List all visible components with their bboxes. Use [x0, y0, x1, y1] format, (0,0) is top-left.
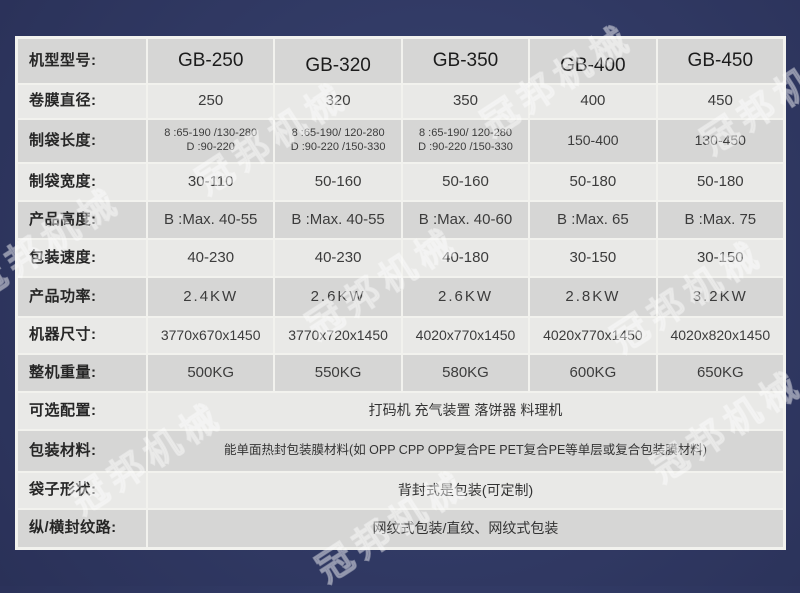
spec-value: 350	[402, 85, 529, 118]
spec-value: 50-180	[530, 164, 656, 200]
spec-value: 500KG	[148, 355, 274, 391]
row-label-product-height: 产品高度:	[18, 202, 146, 238]
model-header-gb350: GB-350	[402, 39, 529, 83]
model-header-gb450: GB-450	[657, 39, 783, 83]
model-header-gb400: GB-400	[530, 39, 656, 83]
spec-value-full: 打码机 充气装置 落饼器 料理机	[148, 393, 783, 429]
spec-value: 50-180	[657, 164, 783, 200]
row-label-bag-width: 制袋宽度:	[18, 164, 146, 200]
spec-value: 600KG	[530, 355, 656, 391]
spec-value: 40-230	[275, 240, 401, 276]
spec-value: B :Max. 40-55	[275, 202, 401, 238]
spec-value: 50-160	[275, 164, 401, 200]
spec-value: 30-150	[657, 240, 783, 276]
spec-value: 4020x820x1450	[657, 318, 783, 353]
spec-value: B :Max. 75	[657, 202, 783, 238]
spec-value: 550KG	[275, 355, 401, 391]
row-label-packing-material: 包装材料:	[18, 431, 146, 471]
spec-value: B :Max. 40-60	[402, 202, 529, 238]
row-label-optional-config: 可选配置:	[18, 393, 146, 429]
spec-value-full: 能单面热封包装膜材料(如 OPP CPP OPP复合PE PET复合PE等单层或…	[148, 431, 783, 471]
row-label-film-diameter: 卷膜直径:	[18, 85, 146, 118]
spec-value: 320	[275, 85, 401, 118]
row-label-seal-pattern: 纵/横封纹路:	[18, 510, 146, 547]
spec-value: 2.8KW	[530, 278, 656, 316]
spec-value: 2.6KW	[402, 278, 529, 316]
row-label-bag-shape: 袋子形状:	[18, 473, 146, 508]
spec-value: 2.6KW	[275, 278, 401, 316]
row-label-packing-speed: 包装速度:	[18, 240, 146, 276]
spec-value: 4020x770x1450	[530, 318, 656, 353]
spec-value: 130-450	[657, 120, 783, 162]
row-label-bag-length: 制袋长度:	[18, 120, 146, 162]
spec-value: 8 :65-190/ 120-280 D :90-220 /150-330	[402, 120, 529, 162]
spec-table: 机型型号: GB-250 GB-320 GB-350 GB-400 GB-450…	[15, 36, 786, 550]
spec-value-full: 背封式是包装(可定制)	[148, 473, 783, 508]
spec-value: 580KG	[402, 355, 529, 391]
spec-value: 650KG	[657, 355, 783, 391]
spec-value: 40-230	[148, 240, 274, 276]
spec-value: 4020x770x1450	[402, 318, 529, 353]
row-label-machine-size: 机器尺寸:	[18, 318, 146, 353]
spec-value: 3770x720x1450	[275, 318, 401, 353]
spec-value: 3.2KW	[657, 278, 783, 316]
model-header-gb320: GB-320	[275, 39, 401, 83]
spec-value: 450	[657, 85, 783, 118]
row-label-model: 机型型号:	[18, 39, 146, 83]
spec-value-full: 网纹式包装/直纹、网纹式包装	[148, 510, 783, 547]
spec-value: 8 :65-190 /130-280 D :90-220	[148, 120, 274, 162]
spec-value: 50-160	[402, 164, 529, 200]
model-header-gb250: GB-250	[148, 39, 274, 83]
spec-value: B :Max. 40-55	[148, 202, 274, 238]
spec-value: 2.4KW	[148, 278, 274, 316]
spec-value: B :Max. 65	[530, 202, 656, 238]
spec-value: 150-400	[530, 120, 656, 162]
row-label-power: 产品功率:	[18, 278, 146, 316]
spec-value: 250	[148, 85, 274, 118]
spec-value: 40-180	[402, 240, 529, 276]
spec-value: 400	[530, 85, 656, 118]
row-label-machine-weight: 整机重量:	[18, 355, 146, 391]
spec-value: 30-150	[530, 240, 656, 276]
spec-value: 3770x670x1450	[148, 318, 274, 353]
spec-value: 8 :65-190/ 120-280 D :90-220 /150-330	[275, 120, 401, 162]
spec-value: 30-110	[148, 164, 274, 200]
